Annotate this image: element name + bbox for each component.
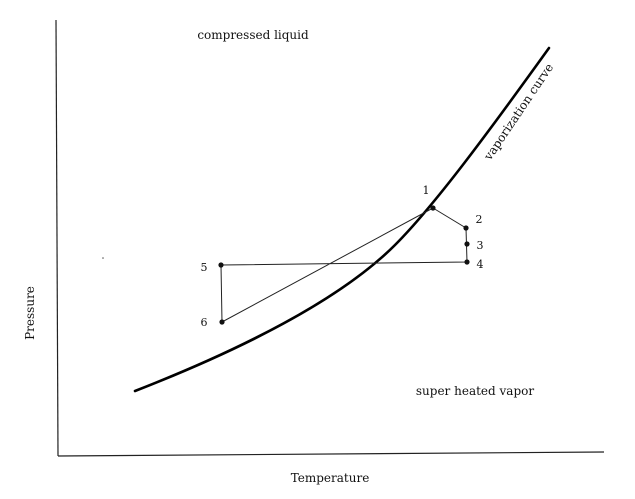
- state-point-5: [218, 262, 224, 268]
- point-label-3: 3: [477, 239, 484, 252]
- point-label-4: 4: [477, 258, 484, 271]
- y-axis-label: Pressure: [23, 286, 37, 340]
- state-point-3: [464, 241, 470, 247]
- x-axis-label: Temperature: [291, 471, 370, 485]
- region-label-vapor: super heated vapor: [416, 384, 534, 398]
- curve-label: vaporization curve: [481, 61, 557, 164]
- state-point-4: [464, 259, 470, 265]
- state-point-1: [430, 205, 436, 211]
- y-axis: [55, 19, 59, 457]
- point-label-1: 1: [423, 184, 430, 197]
- state-point-2: [463, 225, 469, 231]
- point-label-6: 6: [201, 316, 208, 329]
- scan-speck: [102, 257, 104, 259]
- vaporization-curve: [133, 46, 551, 393]
- cycle-path: [220, 207, 468, 323]
- point-label-2: 2: [476, 213, 483, 226]
- region-label-liquid: compressed liquid: [197, 28, 309, 42]
- point-label-5: 5: [201, 261, 208, 274]
- x-axis: [57, 451, 605, 457]
- state-point-6: [219, 319, 225, 325]
